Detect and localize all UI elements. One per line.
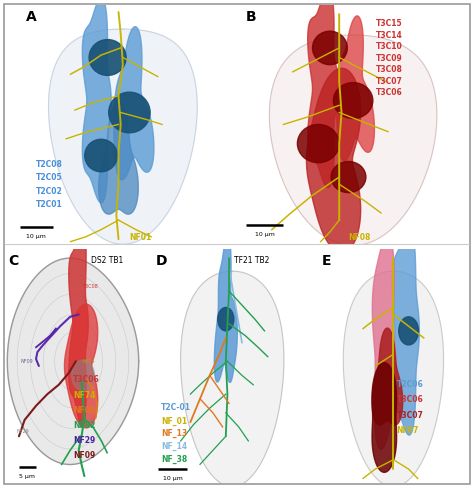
Ellipse shape (89, 40, 126, 76)
Ellipse shape (85, 139, 118, 172)
Text: 10 μm: 10 μm (255, 232, 275, 237)
Text: DS2 TB1: DS2 TB1 (91, 256, 123, 265)
Polygon shape (214, 235, 237, 383)
Text: NF74: NF74 (83, 359, 96, 364)
Polygon shape (64, 304, 98, 428)
Ellipse shape (312, 31, 347, 64)
Text: NF_13: NF_13 (161, 429, 188, 438)
Ellipse shape (109, 92, 150, 133)
Text: T3C08: T3C08 (82, 284, 97, 289)
Text: T2C05: T2C05 (36, 173, 62, 183)
Polygon shape (7, 258, 139, 465)
Text: 10 μm: 10 μm (26, 234, 46, 240)
Text: NF29: NF29 (16, 429, 29, 434)
Polygon shape (69, 221, 88, 427)
Text: NF82: NF82 (73, 421, 95, 430)
Text: TF21 TB2: TF21 TB2 (234, 256, 269, 265)
Ellipse shape (218, 307, 234, 331)
Polygon shape (114, 27, 154, 180)
Text: D: D (155, 254, 167, 267)
Ellipse shape (297, 124, 339, 163)
Polygon shape (99, 102, 138, 214)
Polygon shape (181, 271, 284, 487)
Ellipse shape (72, 360, 94, 390)
Polygon shape (343, 271, 444, 487)
Text: T3C07: T3C07 (376, 77, 403, 85)
Text: NF_01: NF_01 (161, 416, 188, 426)
Text: T3C15: T3C15 (376, 19, 403, 28)
Text: NF08: NF08 (348, 233, 371, 242)
Text: B: B (246, 10, 256, 23)
Text: 5 μm: 5 μm (19, 474, 36, 479)
Polygon shape (269, 35, 437, 245)
Text: T2C01: T2C01 (36, 200, 63, 209)
Text: NF01: NF01 (129, 233, 152, 242)
Text: T3C06: T3C06 (73, 375, 100, 385)
Polygon shape (307, 68, 361, 252)
Text: NF07: NF07 (396, 426, 419, 435)
Text: NF_38: NF_38 (161, 455, 188, 464)
Text: NF08: NF08 (73, 406, 95, 415)
Text: T3C08: T3C08 (376, 65, 403, 74)
Text: A: A (26, 10, 36, 23)
Text: T2C08: T2C08 (36, 160, 63, 169)
Text: E: E (322, 254, 331, 267)
Text: 10 μm: 10 μm (163, 476, 182, 481)
Polygon shape (48, 29, 197, 244)
Ellipse shape (333, 82, 373, 119)
Ellipse shape (399, 317, 419, 345)
Polygon shape (392, 226, 419, 435)
Text: T2C06: T2C06 (396, 380, 423, 389)
Text: NF_14: NF_14 (161, 442, 188, 451)
Text: T3C14: T3C14 (376, 31, 403, 40)
Text: NF74: NF74 (73, 390, 95, 400)
Text: T3C07: T3C07 (396, 410, 423, 420)
Polygon shape (308, 0, 338, 187)
Text: NF09: NF09 (73, 451, 95, 461)
Text: T3C06: T3C06 (396, 395, 423, 404)
Text: T3C06: T3C06 (376, 88, 403, 97)
Ellipse shape (331, 162, 366, 193)
Text: T3C09: T3C09 (376, 54, 403, 62)
Polygon shape (372, 363, 397, 472)
Text: T2C02: T2C02 (36, 186, 63, 196)
Text: NF09: NF09 (20, 359, 33, 364)
Text: T3C10: T3C10 (376, 42, 403, 51)
Polygon shape (337, 16, 374, 161)
Text: NF29: NF29 (73, 436, 95, 445)
Polygon shape (82, 0, 111, 203)
Polygon shape (372, 328, 403, 425)
Polygon shape (372, 236, 396, 449)
Text: T2C-01: T2C-01 (161, 404, 191, 412)
Text: C: C (8, 254, 18, 267)
